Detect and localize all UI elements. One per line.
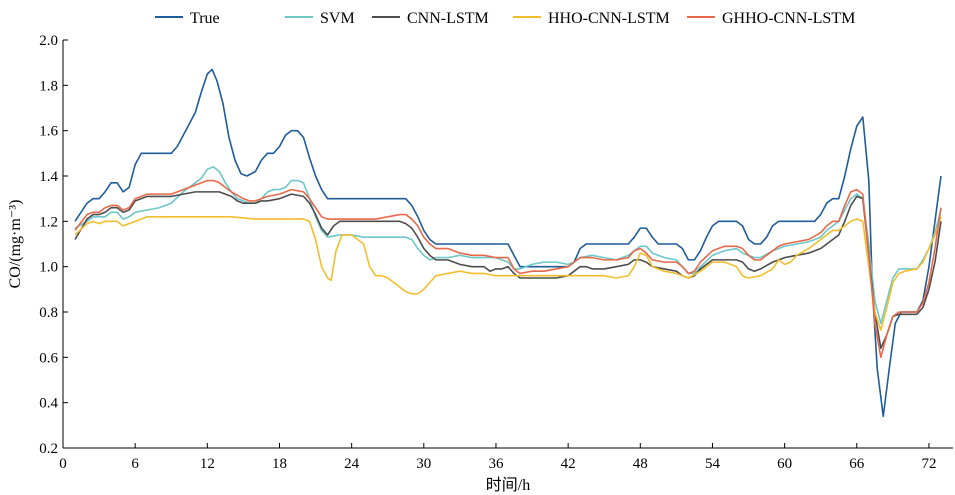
legend-item-true: True [155,10,220,27]
y-tick-label: 1.4 [39,169,58,185]
x-tick-label: 54 [705,456,721,472]
y-tick-label: 1.0 [39,260,58,276]
y-axis-title: CO/(mg·m⁻³) [7,200,24,289]
y-tick-label: 0.2 [39,441,58,457]
x-tick-label: 18 [272,456,287,472]
series-line-cnn-lstm [74,191,942,350]
legend: True SVM CNN-LSTM HHO-CNN-LSTM GHHO-CNN-LSTM [155,10,855,27]
legend-item-hho-cnn-lstm: HHO-CNN-LSTM [513,10,670,27]
x-tick-label: 60 [777,456,792,472]
series-line-hho-cnn-lstm [74,216,942,331]
x-tick-label: 36 [488,456,504,472]
y-tick-label: 1.8 [39,78,58,94]
legend-label: CNN-LSTM [407,10,489,27]
x-tick-label: 12 [200,456,215,472]
legend-item-svm: SVM [285,10,355,27]
x-tick-label: 6 [131,456,139,472]
series-line-true [74,68,942,418]
legend-item-cnn-lstm: CNN-LSTM [372,10,489,27]
series-line-ghho-cnn-lstm [74,179,942,359]
y-tick-label: 1.2 [39,214,58,230]
legend-label: GHHO-CNN-LSTM [722,10,855,27]
axes: 0.2 0.4 0.6 0.8 1.0 1.2 1.4 1.6 1.8 2.0 0 6 12 18 24 30… [39,33,953,472]
series-layer [74,68,942,418]
y-tick-label: 2.0 [39,33,58,49]
y-tick-label: 0.8 [39,305,58,321]
legend-label: True [190,10,220,27]
x-axis-title: 时间/h [486,476,530,494]
x-tick-label: 24 [344,456,360,472]
x-tick-label: 42 [561,456,576,472]
x-tick-label: 72 [921,456,936,472]
x-tick-label: 30 [416,456,431,472]
x-tick-label: 48 [633,456,648,472]
y-tick-label: 1.6 [39,124,58,140]
x-tick-label: 0 [59,456,67,472]
legend-label: HHO-CNN-LSTM [548,10,670,27]
series-line-svm [74,166,942,325]
x-tick-label: 66 [849,456,865,472]
legend-item-ghho-cnn-lstm: GHHO-CNN-LSTM [687,10,855,27]
y-tick-label: 0.6 [39,350,58,366]
legend-label: SVM [320,10,355,27]
y-tick-label: 0.4 [39,396,58,412]
